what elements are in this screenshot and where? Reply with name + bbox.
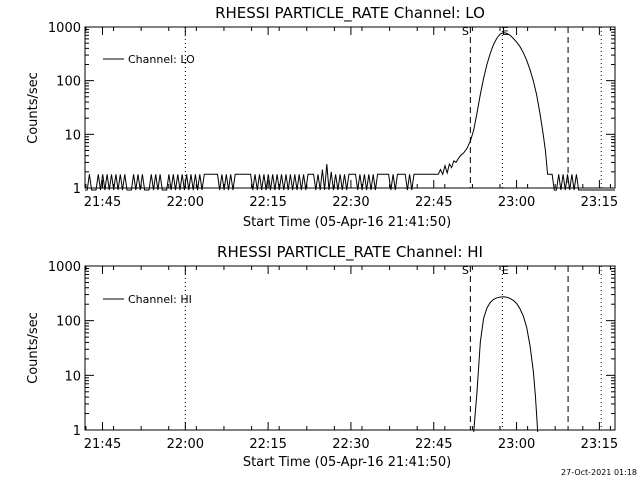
y-tick-label: 100 xyxy=(56,75,81,90)
legend: Channel: LO xyxy=(103,53,195,66)
x-tick-label: 23:15 xyxy=(581,195,618,210)
y-axis-label: Counts/sec xyxy=(26,72,41,144)
y-tick-label: 1 xyxy=(73,424,81,439)
event-marker-label: E xyxy=(502,25,509,38)
x-tick-label: 22:45 xyxy=(415,437,452,452)
x-tick-label: 22:15 xyxy=(249,437,286,452)
axis-ticks: 21:45 22:00 22:15 22:30 22:45 23:00 23:15 1 10 10… xyxy=(48,260,618,452)
legend-label: Channel: LO xyxy=(128,53,195,66)
y-tick-label: 1 xyxy=(73,182,81,197)
panel-lo: RHESSI PARTICLE_RATE Channel: LO Counts/… xyxy=(26,4,618,230)
series-layer xyxy=(85,31,615,191)
series-line xyxy=(473,296,539,433)
x-axis-label: Start Time (05-Apr-16 21:41:50) xyxy=(243,455,451,470)
plot-area-frame xyxy=(84,26,616,189)
series-layer xyxy=(473,296,539,433)
panel-hi: RHESSI PARTICLE_RATE Channel: HI Counts/… xyxy=(26,243,618,470)
x-tick-label: 21:45 xyxy=(84,437,121,452)
y-tick-label: 1000 xyxy=(48,260,81,275)
x-tick-label: 22:15 xyxy=(249,195,286,210)
y-tick-label: 1000 xyxy=(48,21,81,36)
series-line xyxy=(85,31,615,191)
event-marker-label: E xyxy=(502,264,509,277)
x-tick-label: 22:00 xyxy=(167,437,204,452)
x-tick-label: 22:30 xyxy=(332,195,369,210)
legend: Channel: HI xyxy=(103,293,192,306)
plot-area-frame xyxy=(84,265,616,431)
x-tick-label: 23:00 xyxy=(498,437,535,452)
chart-title: RHESSI PARTICLE_RATE Channel: HI xyxy=(217,243,483,262)
x-tick-label: 22:30 xyxy=(332,437,369,452)
event-marker-label: S xyxy=(462,264,469,277)
x-tick-label: 22:00 xyxy=(167,195,204,210)
y-axis-label: Counts/sec xyxy=(26,312,41,384)
legend-label: Channel: HI xyxy=(128,293,192,306)
y-tick-label: 10 xyxy=(64,369,81,384)
y-tick-label: 100 xyxy=(56,315,81,330)
x-tick-label: 23:15 xyxy=(581,437,618,452)
y-tick-label: 10 xyxy=(64,128,81,143)
footer-timestamp: 27-Oct-2021 01:18 xyxy=(561,468,637,477)
axis-ticks: 21:45 22:00 22:15 22:30 22:45 23:00 23:15 1 10 10… xyxy=(48,21,618,210)
event-marker-label: S xyxy=(462,25,469,38)
x-tick-label: 22:45 xyxy=(415,195,452,210)
x-tick-label: 21:45 xyxy=(84,195,121,210)
chart-title: RHESSI PARTICLE_RATE Channel: LO xyxy=(215,4,485,23)
x-axis-label: Start Time (05-Apr-16 21:41:50) xyxy=(243,215,451,230)
x-tick-label: 23:00 xyxy=(498,195,535,210)
